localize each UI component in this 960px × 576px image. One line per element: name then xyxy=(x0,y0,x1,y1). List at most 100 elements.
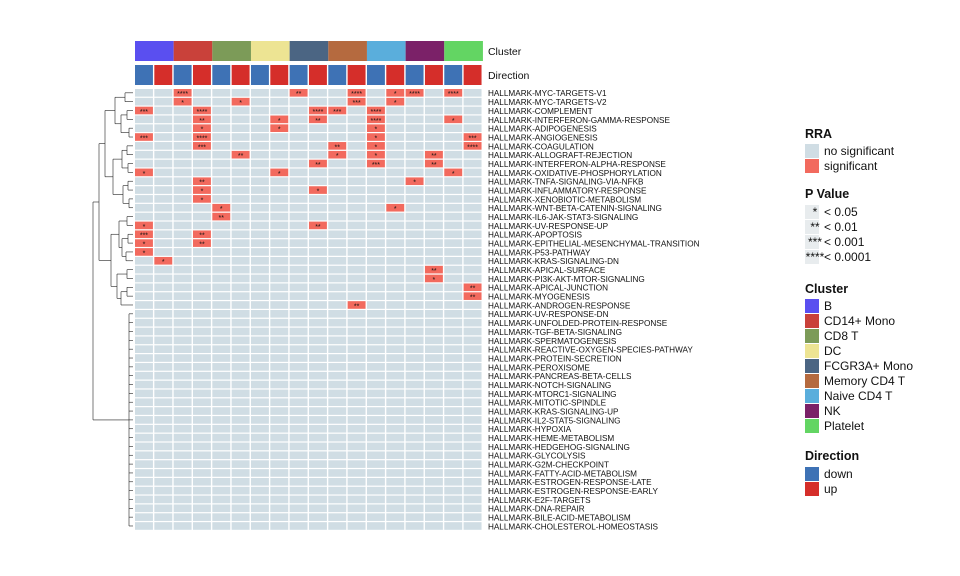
no-significant-cell xyxy=(212,133,231,141)
p-value-stars: * xyxy=(201,127,204,134)
no-significant-cell xyxy=(347,336,366,345)
p-value-stars: ** xyxy=(238,153,244,160)
no-significant-cell xyxy=(135,274,153,283)
no-significant-cell xyxy=(231,283,250,292)
no-significant-cell xyxy=(328,513,347,521)
no-significant-cell xyxy=(250,203,269,212)
no-significant-cell xyxy=(347,345,366,353)
legend-title-rra: RRA xyxy=(805,127,832,141)
direction-bar-up xyxy=(463,65,482,85)
no-significant-cell xyxy=(231,186,250,194)
no-significant-cell xyxy=(231,327,250,336)
no-significant-cell xyxy=(328,398,347,407)
no-significant-cell xyxy=(444,495,463,504)
no-significant-cell xyxy=(328,460,347,468)
no-significant-cell xyxy=(424,460,443,468)
no-significant-cell xyxy=(231,310,250,318)
no-significant-cell xyxy=(192,212,211,221)
no-significant-cell xyxy=(347,283,366,292)
no-significant-cell xyxy=(135,89,153,97)
no-significant-cell xyxy=(405,407,424,415)
no-significant-cell xyxy=(463,469,482,477)
no-significant-cell xyxy=(405,424,424,433)
no-significant-cell xyxy=(250,522,269,530)
no-significant-cell xyxy=(347,442,366,451)
column-annotations: Cluster Direction xyxy=(135,41,530,85)
no-significant-cell xyxy=(173,389,192,398)
no-significant-cell xyxy=(405,336,424,345)
no-significant-cell xyxy=(424,442,443,451)
no-significant-cell xyxy=(212,433,231,442)
row-label: HALLMARK-KRAS-SIGNALING-UP xyxy=(488,407,619,416)
direction-bar-down xyxy=(444,65,463,85)
no-significant-cell xyxy=(444,212,463,221)
no-significant-cell xyxy=(270,486,289,495)
no-significant-cell xyxy=(154,212,173,221)
no-significant-cell xyxy=(289,115,308,124)
no-significant-cell xyxy=(424,424,443,433)
p-value-stars: **** xyxy=(409,91,420,98)
no-significant-cell xyxy=(347,221,366,230)
no-significant-cell xyxy=(135,469,153,477)
direction-bar-up xyxy=(424,65,443,85)
no-significant-cell xyxy=(212,195,231,203)
no-significant-cell xyxy=(154,106,173,115)
no-significant-cell xyxy=(405,106,424,115)
no-significant-cell xyxy=(289,133,308,141)
no-significant-cell xyxy=(212,124,231,132)
no-significant-cell xyxy=(192,486,211,495)
legend-label: no significant xyxy=(824,144,895,158)
row-label: HALLMARK-HEDGEHOG-SIGNALING xyxy=(488,443,630,452)
row-label: HALLMARK-IL6-JAK-STAT3-SIGNALING xyxy=(488,213,638,222)
no-significant-cell xyxy=(154,522,173,530)
no-significant-cell xyxy=(289,195,308,203)
no-significant-cell xyxy=(308,442,327,451)
no-significant-cell xyxy=(270,256,289,265)
p-value-stars: ** xyxy=(354,303,360,310)
no-significant-cell xyxy=(347,133,366,141)
no-significant-cell xyxy=(463,416,482,424)
no-significant-cell xyxy=(444,336,463,345)
no-significant-cell xyxy=(289,301,308,309)
no-significant-cell xyxy=(212,186,231,194)
no-significant-cell xyxy=(250,495,269,504)
no-significant-cell xyxy=(386,513,405,521)
no-significant-cell xyxy=(289,495,308,504)
no-significant-cell xyxy=(135,256,153,265)
significant-cell xyxy=(270,115,289,124)
no-significant-cell xyxy=(289,239,308,247)
no-significant-cell xyxy=(308,398,327,407)
significant-cell xyxy=(192,186,211,194)
no-significant-cell xyxy=(212,416,231,424)
no-significant-cell xyxy=(135,292,153,300)
no-significant-cell xyxy=(231,522,250,530)
p-value-stars: *** xyxy=(353,100,361,107)
no-significant-cell xyxy=(424,363,443,371)
no-significant-cell xyxy=(444,239,463,247)
no-significant-cell xyxy=(154,451,173,460)
no-significant-cell xyxy=(212,371,231,380)
p-value-stars: ** xyxy=(199,118,205,125)
legend-swatch xyxy=(805,299,819,313)
row-label: HALLMARK-KRAS-SIGNALING-DN xyxy=(488,257,619,266)
no-significant-cell xyxy=(289,327,308,336)
p-value-stars: * xyxy=(239,100,242,107)
no-significant-cell xyxy=(366,433,385,442)
no-significant-cell xyxy=(250,256,269,265)
no-significant-cell xyxy=(328,371,347,380)
no-significant-cell xyxy=(405,168,424,177)
cluster-bar-fcgr3a-mono xyxy=(289,41,329,61)
no-significant-cell xyxy=(405,442,424,451)
p-value-stars: ** xyxy=(296,91,302,98)
no-significant-cell xyxy=(328,168,347,177)
legend-label: FCGR3A+ Mono xyxy=(824,359,913,373)
no-significant-cell xyxy=(424,230,443,239)
no-significant-cell xyxy=(405,159,424,168)
no-significant-cell xyxy=(192,495,211,504)
no-significant-cell xyxy=(463,389,482,398)
no-significant-cell xyxy=(173,486,192,495)
no-significant-cell xyxy=(154,433,173,442)
no-significant-cell xyxy=(444,221,463,230)
no-significant-cell xyxy=(405,310,424,318)
no-significant-cell xyxy=(212,97,231,106)
